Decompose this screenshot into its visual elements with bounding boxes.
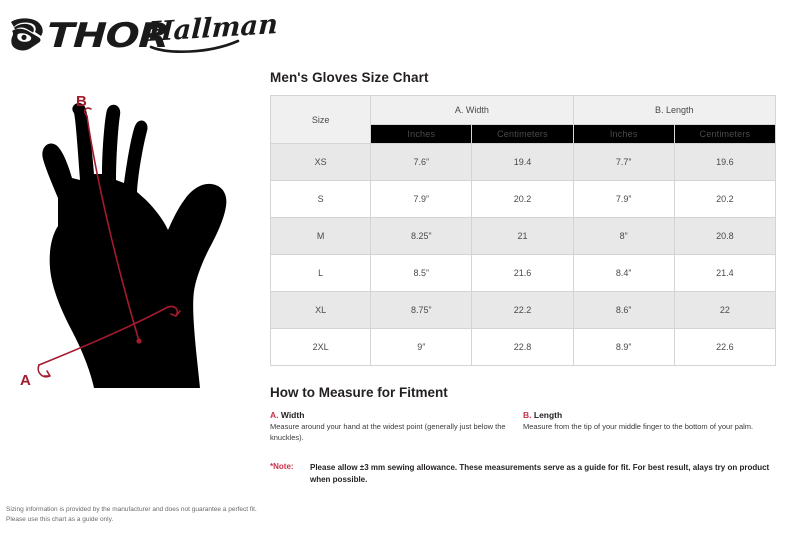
- cell-length-centimeters: 20.8: [673, 217, 777, 255]
- note-label: *Note:: [270, 461, 294, 471]
- cell-size: S: [269, 180, 372, 218]
- table-row: XL 8.75” 22.2 8.6” 22: [269, 291, 777, 329]
- measure-column-width: A. Width Measure around your hand at the…: [270, 410, 523, 444]
- table-row: S 7.9” 20.2 7.9” 20.2: [269, 180, 777, 218]
- note-text: Please allow ±3 mm sewing allowance. The…: [310, 462, 770, 484]
- cell-width-centimeters: 20.2: [471, 180, 574, 218]
- hallman-swash-flourish: [146, 24, 240, 53]
- disclaimer: Sizing information is provided by the ma…: [6, 505, 306, 525]
- table-body: XS 7.6” 19.4 7.7” 19.6 S 7.9” 20.2 7.9” …: [269, 143, 777, 366]
- cell-length-centimeters: 22.6: [673, 328, 777, 366]
- column-header-length-inches: Inches: [572, 124, 675, 144]
- width-arrow-head-right: [165, 305, 181, 317]
- disclaimer-line-1: Sizing information is provided by the ma…: [6, 506, 257, 513]
- thor-helmet-icon: [11, 18, 43, 51]
- cell-length-inches: 8.4”: [572, 254, 675, 292]
- hand-silhouette: [42, 102, 227, 388]
- cell-length-centimeters: 22: [673, 291, 777, 329]
- cell-size: XL: [269, 291, 372, 329]
- cell-length-inches: 8.6”: [572, 291, 675, 329]
- cell-length-inches: 8”: [572, 217, 675, 255]
- cell-length-inches: 7.9”: [572, 180, 675, 218]
- cell-width-inches: 8.25”: [370, 217, 473, 255]
- cell-length-centimeters: 20.2: [673, 180, 777, 218]
- measure-width-name: Width: [280, 410, 305, 420]
- column-header-size: Size: [269, 95, 372, 144]
- size-chart-table: Size A. Width B. Length Inches Centimete…: [269, 95, 777, 366]
- column-header-length-centimeters: Centimeters: [673, 124, 777, 144]
- table-row: M 8.25” 21 8” 20.8: [269, 217, 777, 255]
- cell-width-inches: 9”: [370, 328, 473, 366]
- table-row: 2XL 9” 22.8 8.9” 22.6: [269, 328, 777, 366]
- width-arrow-head: [37, 364, 51, 378]
- cell-width-centimeters: 22.8: [471, 328, 574, 366]
- measurement-lines: [38, 115, 167, 366]
- cell-length-inches: 8.9”: [572, 328, 675, 366]
- column-header-width-inches: Inches: [370, 124, 473, 144]
- measure-length-body: Measure from the tip of your middle fing…: [523, 422, 754, 431]
- measure-length-heading: B. Length: [523, 410, 760, 420]
- table-row: L 8.5” 21.6 8.4” 21.4: [269, 254, 777, 292]
- cell-length-centimeters: 19.6: [673, 143, 777, 181]
- how-to-measure-title: How to Measure for Fitment: [270, 385, 448, 400]
- page-title: Men's Gloves Size Chart: [270, 70, 429, 85]
- cell-width-centimeters: 21: [471, 217, 574, 255]
- table-header-row-groups: Size A. Width B. Length: [269, 95, 777, 144]
- logo-bar: THOR Hallman: [0, 0, 800, 66]
- measure-length-name: Length: [533, 410, 563, 420]
- diagram-label-b: B: [76, 93, 87, 110]
- column-group-header-length: B. Length: [572, 95, 777, 125]
- hallman-logo: Hallman: [146, 9, 278, 55]
- cell-size: L: [269, 254, 372, 292]
- column-header-width-centimeters: Centimeters: [471, 124, 574, 144]
- measure-column-length: B. Length Measure from the tip of your m…: [523, 410, 776, 444]
- cell-length-inches: 7.7”: [572, 143, 675, 181]
- content-panel: Men's Gloves Size Chart Size A. Width B.…: [269, 70, 778, 486]
- table-row: XS 7.6” 19.4 7.7” 19.6: [269, 143, 777, 181]
- measure-width-heading: A. Width: [270, 410, 507, 420]
- column-group-header-width: A. Width: [370, 95, 574, 125]
- length-arrow-head: [83, 107, 92, 117]
- cell-width-inches: 7.6”: [370, 143, 473, 181]
- cell-size: M: [269, 217, 372, 255]
- thor-logo: THOR: [8, 16, 169, 56]
- cell-width-centimeters: 19.4: [471, 143, 574, 181]
- disclaimer-line-2: Please use this chart as a guide only.: [6, 516, 114, 524]
- table-header: Size A. Width B. Length Inches Centimete…: [269, 95, 777, 144]
- cell-width-inches: 8.75”: [370, 291, 473, 329]
- hand-measurement-diagram: B A: [20, 93, 227, 388]
- measure-width-body: Measure around your hand at the widest p…: [270, 422, 506, 442]
- cell-length-centimeters: 21.4: [673, 254, 777, 292]
- cell-size: XS: [269, 143, 372, 181]
- cell-width-centimeters: 22.2: [471, 291, 574, 329]
- measure-length-letter: B.: [523, 410, 532, 420]
- measure-width-letter: A.: [270, 410, 279, 420]
- cell-size: 2XL: [269, 328, 372, 366]
- diagram-label-a: A: [20, 372, 31, 388]
- cell-width-inches: 8.5”: [370, 254, 473, 292]
- length-end-point: [136, 338, 142, 344]
- cell-width-centimeters: 21.6: [471, 254, 574, 292]
- cell-width-inches: 7.9”: [370, 180, 473, 218]
- note-row: *Note: Please allow ±3 mm sewing allowan…: [270, 462, 776, 486]
- how-to-measure-columns: A. Width Measure around your hand at the…: [270, 410, 776, 444]
